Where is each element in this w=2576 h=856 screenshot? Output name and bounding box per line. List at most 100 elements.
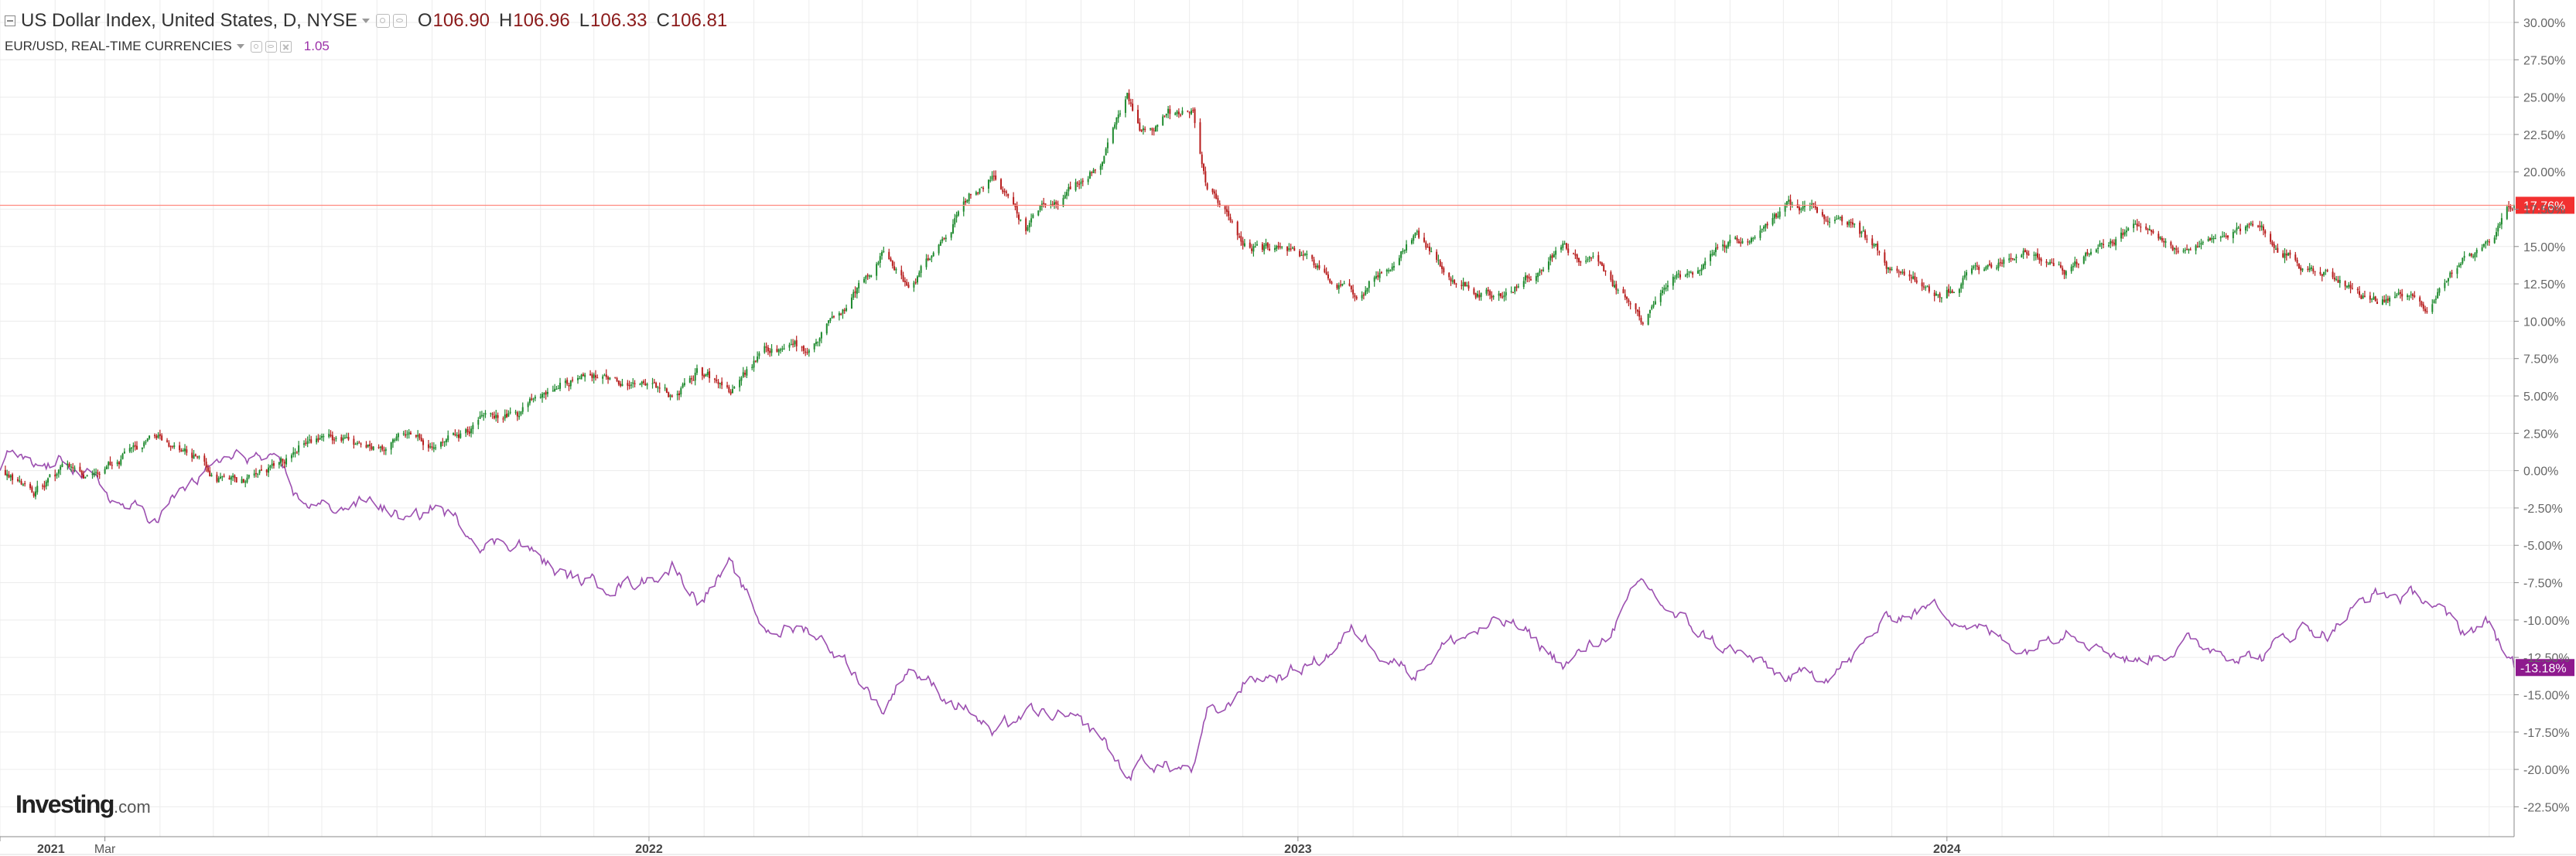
candle-body (966, 200, 969, 203)
candle-body (1288, 247, 1290, 251)
candle-body (616, 377, 618, 381)
candle-body (1522, 281, 1525, 288)
candle-body (1821, 212, 1823, 216)
candle-body (43, 485, 46, 488)
candle-body (1140, 129, 1143, 131)
candle-body (1970, 268, 1973, 274)
candle-body (2408, 295, 2410, 297)
candle-body (1224, 206, 1226, 210)
candle-body (628, 384, 630, 387)
candle-body (1748, 241, 1751, 243)
candle-body (83, 474, 85, 479)
candle-body (2248, 223, 2250, 226)
candle-body (653, 382, 655, 384)
candle-body (128, 448, 131, 452)
candle-body (731, 389, 733, 394)
candle-body (982, 188, 985, 189)
candle-body (2287, 253, 2290, 256)
y-tick-label: 17.50% (2523, 204, 2565, 217)
candle-body (108, 462, 110, 466)
candle-body (93, 472, 95, 475)
candle-body (2040, 258, 2042, 262)
candle-body (676, 394, 678, 396)
candle-body (552, 390, 554, 392)
candle-body (1256, 244, 1258, 246)
candle-body (1043, 203, 1045, 204)
candle-body (1455, 283, 1457, 285)
candle-body (2024, 250, 2026, 253)
candle-body (1648, 309, 1651, 314)
candle-body (2133, 223, 2135, 229)
collapse-icon[interactable] (5, 15, 15, 26)
candle-body (2095, 249, 2097, 252)
candle-body (1402, 251, 1404, 252)
candle-body (1983, 269, 1986, 271)
candle-body (1213, 191, 1215, 194)
candle-body (1528, 277, 1530, 279)
candle-body (2138, 225, 2140, 227)
candle-body (678, 393, 681, 396)
candle-body (1966, 272, 1968, 276)
candle-body (2052, 263, 2055, 267)
candle-body (2184, 250, 2186, 251)
candle-body (938, 244, 940, 254)
gear-icon[interactable] (250, 40, 262, 53)
candle-body (2152, 230, 2154, 234)
candle-body (1549, 256, 1552, 261)
candle-body (865, 275, 867, 279)
candle-body (2485, 241, 2487, 244)
candle-body (943, 237, 945, 239)
candle-body (1505, 292, 1507, 296)
candle-body (1788, 200, 1790, 202)
candle-body (1352, 289, 1355, 295)
candle-body (1624, 294, 1626, 298)
candle-body (825, 323, 828, 334)
candle-body (514, 411, 517, 413)
candle-body (384, 448, 387, 452)
candle-body (2369, 295, 2371, 300)
candle-body (1679, 274, 1682, 278)
candle-body (9, 475, 12, 478)
candle-body (1441, 265, 1443, 269)
chevron-down-icon[interactable] (236, 44, 244, 49)
candle-body (395, 436, 398, 441)
chevron-down-icon[interactable] (361, 19, 370, 23)
main-symbol-row[interactable]: US Dollar Index, United States, D, NYSE … (5, 8, 727, 34)
candle-body (1526, 275, 1529, 278)
candle-body (61, 464, 63, 467)
compare-symbol-row[interactable]: EUR/USD, REAL-TIME CURRENCIES 1.05 (5, 36, 727, 57)
candle-body (753, 360, 755, 368)
candle-body (283, 462, 285, 464)
candle-body (1313, 259, 1315, 266)
investing-logo[interactable]: Investing .com (15, 790, 151, 819)
candle-body (1692, 272, 1694, 275)
candle-body (790, 344, 792, 346)
candle-body (664, 387, 666, 389)
candle-body (870, 275, 873, 277)
candle-body (1473, 288, 1475, 295)
candle-body (688, 377, 691, 383)
candle-body (1327, 274, 1329, 279)
candle-body (2335, 278, 2338, 281)
gear-icon[interactable] (375, 14, 390, 28)
close-icon[interactable] (279, 40, 292, 53)
candle-body (1729, 240, 1731, 244)
candle-body (582, 374, 584, 377)
candle-body (1044, 203, 1047, 206)
candle-body (2049, 261, 2052, 264)
candle-body (554, 388, 556, 392)
candle-body (209, 470, 211, 476)
eye-icon[interactable] (392, 14, 407, 28)
eurusd-line (0, 448, 2515, 782)
candle-body (788, 344, 791, 348)
candle-body (2481, 247, 2483, 251)
candle-body (559, 383, 562, 389)
candle-body (490, 413, 492, 414)
candle-body (770, 349, 773, 353)
candle-body (157, 435, 159, 438)
x-tick-label: 2022 (635, 843, 663, 856)
candle-body (1068, 187, 1070, 192)
eye-icon[interactable] (265, 40, 277, 53)
candle-body (1747, 241, 1749, 243)
